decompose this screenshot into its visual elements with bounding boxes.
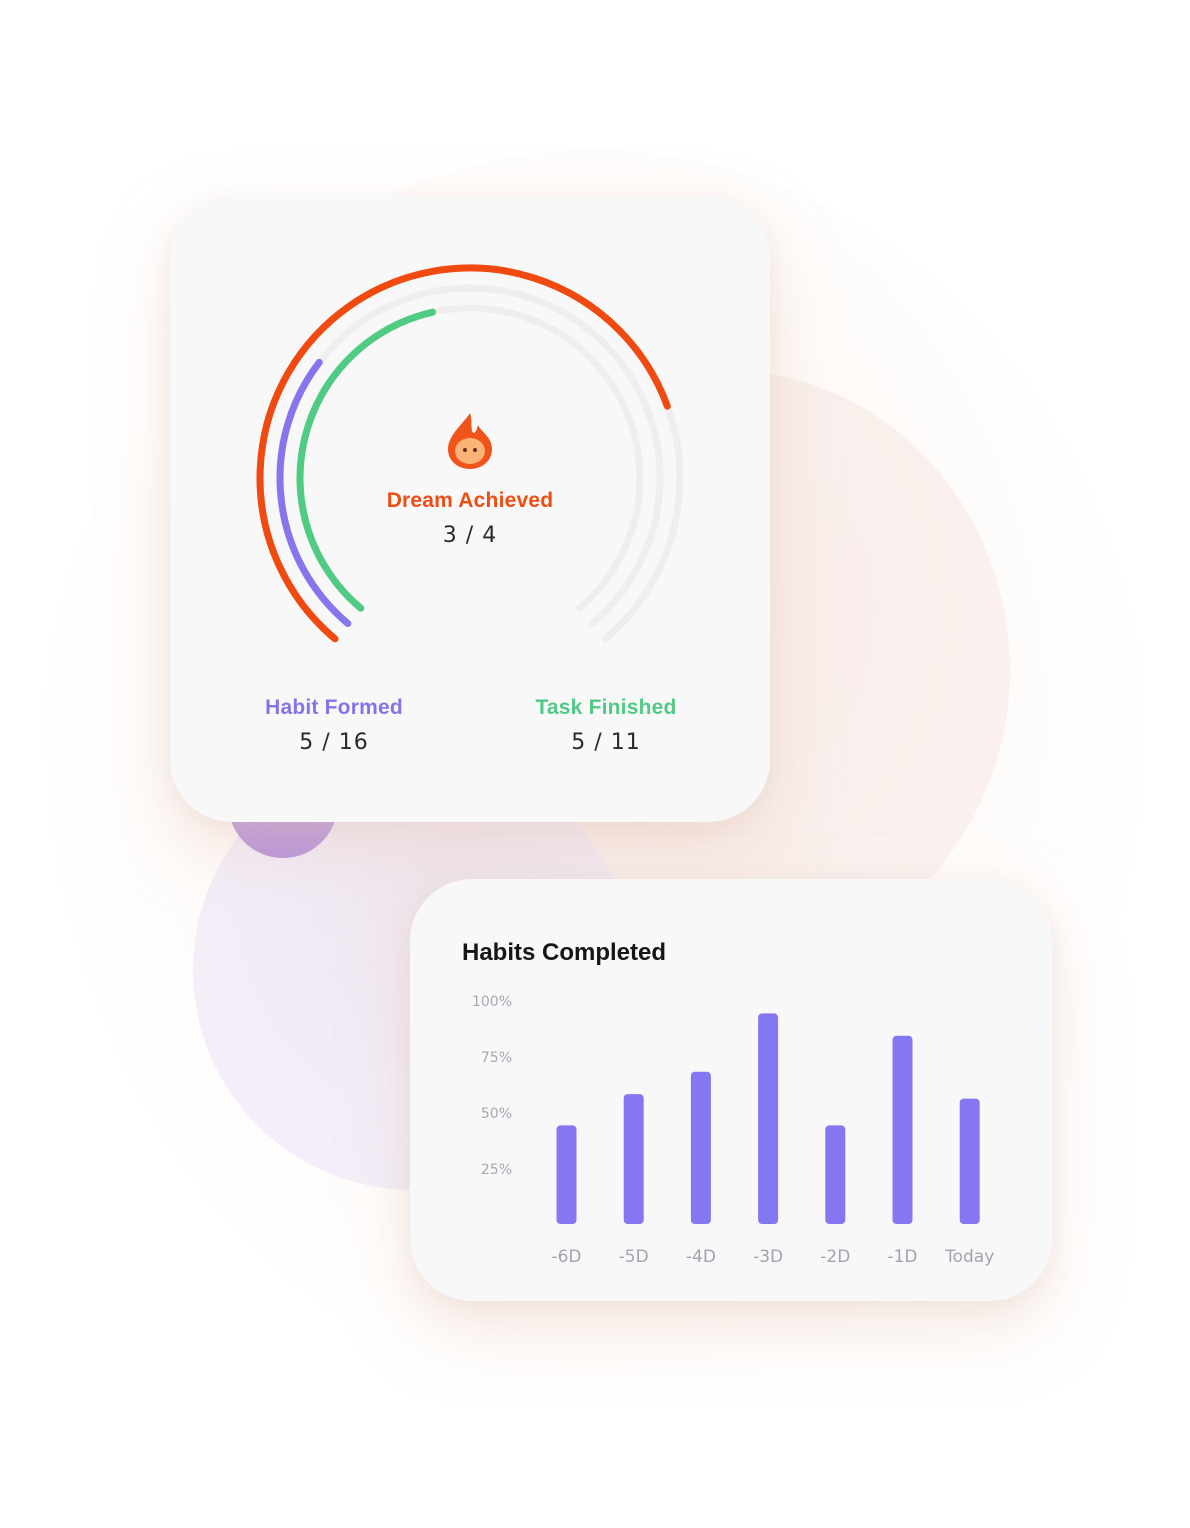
bar-Today: [959, 1098, 980, 1224]
ring-progress-dream: [256, 264, 671, 643]
x-tick-label: -1D: [887, 1247, 917, 1267]
task-finished-label: Task Finished: [535, 696, 677, 719]
x-tick-label: -3D: [753, 1247, 783, 1267]
habits-bar-chart: 100% 75% 50% 25% -6D -5D -4D -3D -2D -1D Today: [472, 994, 994, 1267]
ring-progress-habit: [276, 358, 352, 628]
x-tick-label: -6D: [551, 1247, 581, 1267]
chart-title: Habits Completed: [462, 939, 667, 966]
y-tick-label: 75%: [481, 1050, 512, 1066]
task-finished-value: 5 / 11: [571, 730, 641, 755]
habit-formed-label: Habit Formed: [265, 696, 403, 719]
x-tick-label: -4D: [686, 1247, 716, 1267]
dream-achieved-value: 3 / 4: [442, 523, 498, 548]
bar--1D: [892, 1035, 913, 1224]
bar--4D: [690, 1071, 711, 1224]
ring-progress-task: [296, 308, 437, 612]
y-tick-label: 50%: [481, 1106, 512, 1122]
y-tick-label: 25%: [481, 1162, 512, 1178]
bar--3D: [758, 1013, 779, 1224]
y-tick-label: 100%: [472, 994, 512, 1010]
x-tick-label: Today: [944, 1247, 994, 1267]
progress-rings: [256, 264, 684, 643]
habits-chart-card: Habits Completed 100% 75% 50% 25% -6D -5D -4D -…: [410, 879, 1052, 1301]
x-tick-label: -2D: [820, 1247, 850, 1267]
habit-formed-block: Habit Formed 5 / 16: [214, 696, 454, 755]
dream-achieved-label: Dream Achieved: [386, 489, 554, 512]
bar--2D: [825, 1125, 846, 1224]
progress-card: Dream Achieved 3 / 4 Habit Formed 5 / 16…: [170, 196, 770, 822]
x-tick-label: -5D: [619, 1247, 649, 1267]
task-finished-block: Task Finished 5 / 11: [486, 696, 726, 755]
dream-achieved-block: Dream Achieved 3 / 4: [350, 411, 590, 548]
bar--5D: [623, 1094, 644, 1224]
bar--6D: [556, 1125, 577, 1224]
flame-mascot-icon: [448, 413, 492, 469]
habit-formed-value: 5 / 16: [299, 730, 369, 755]
